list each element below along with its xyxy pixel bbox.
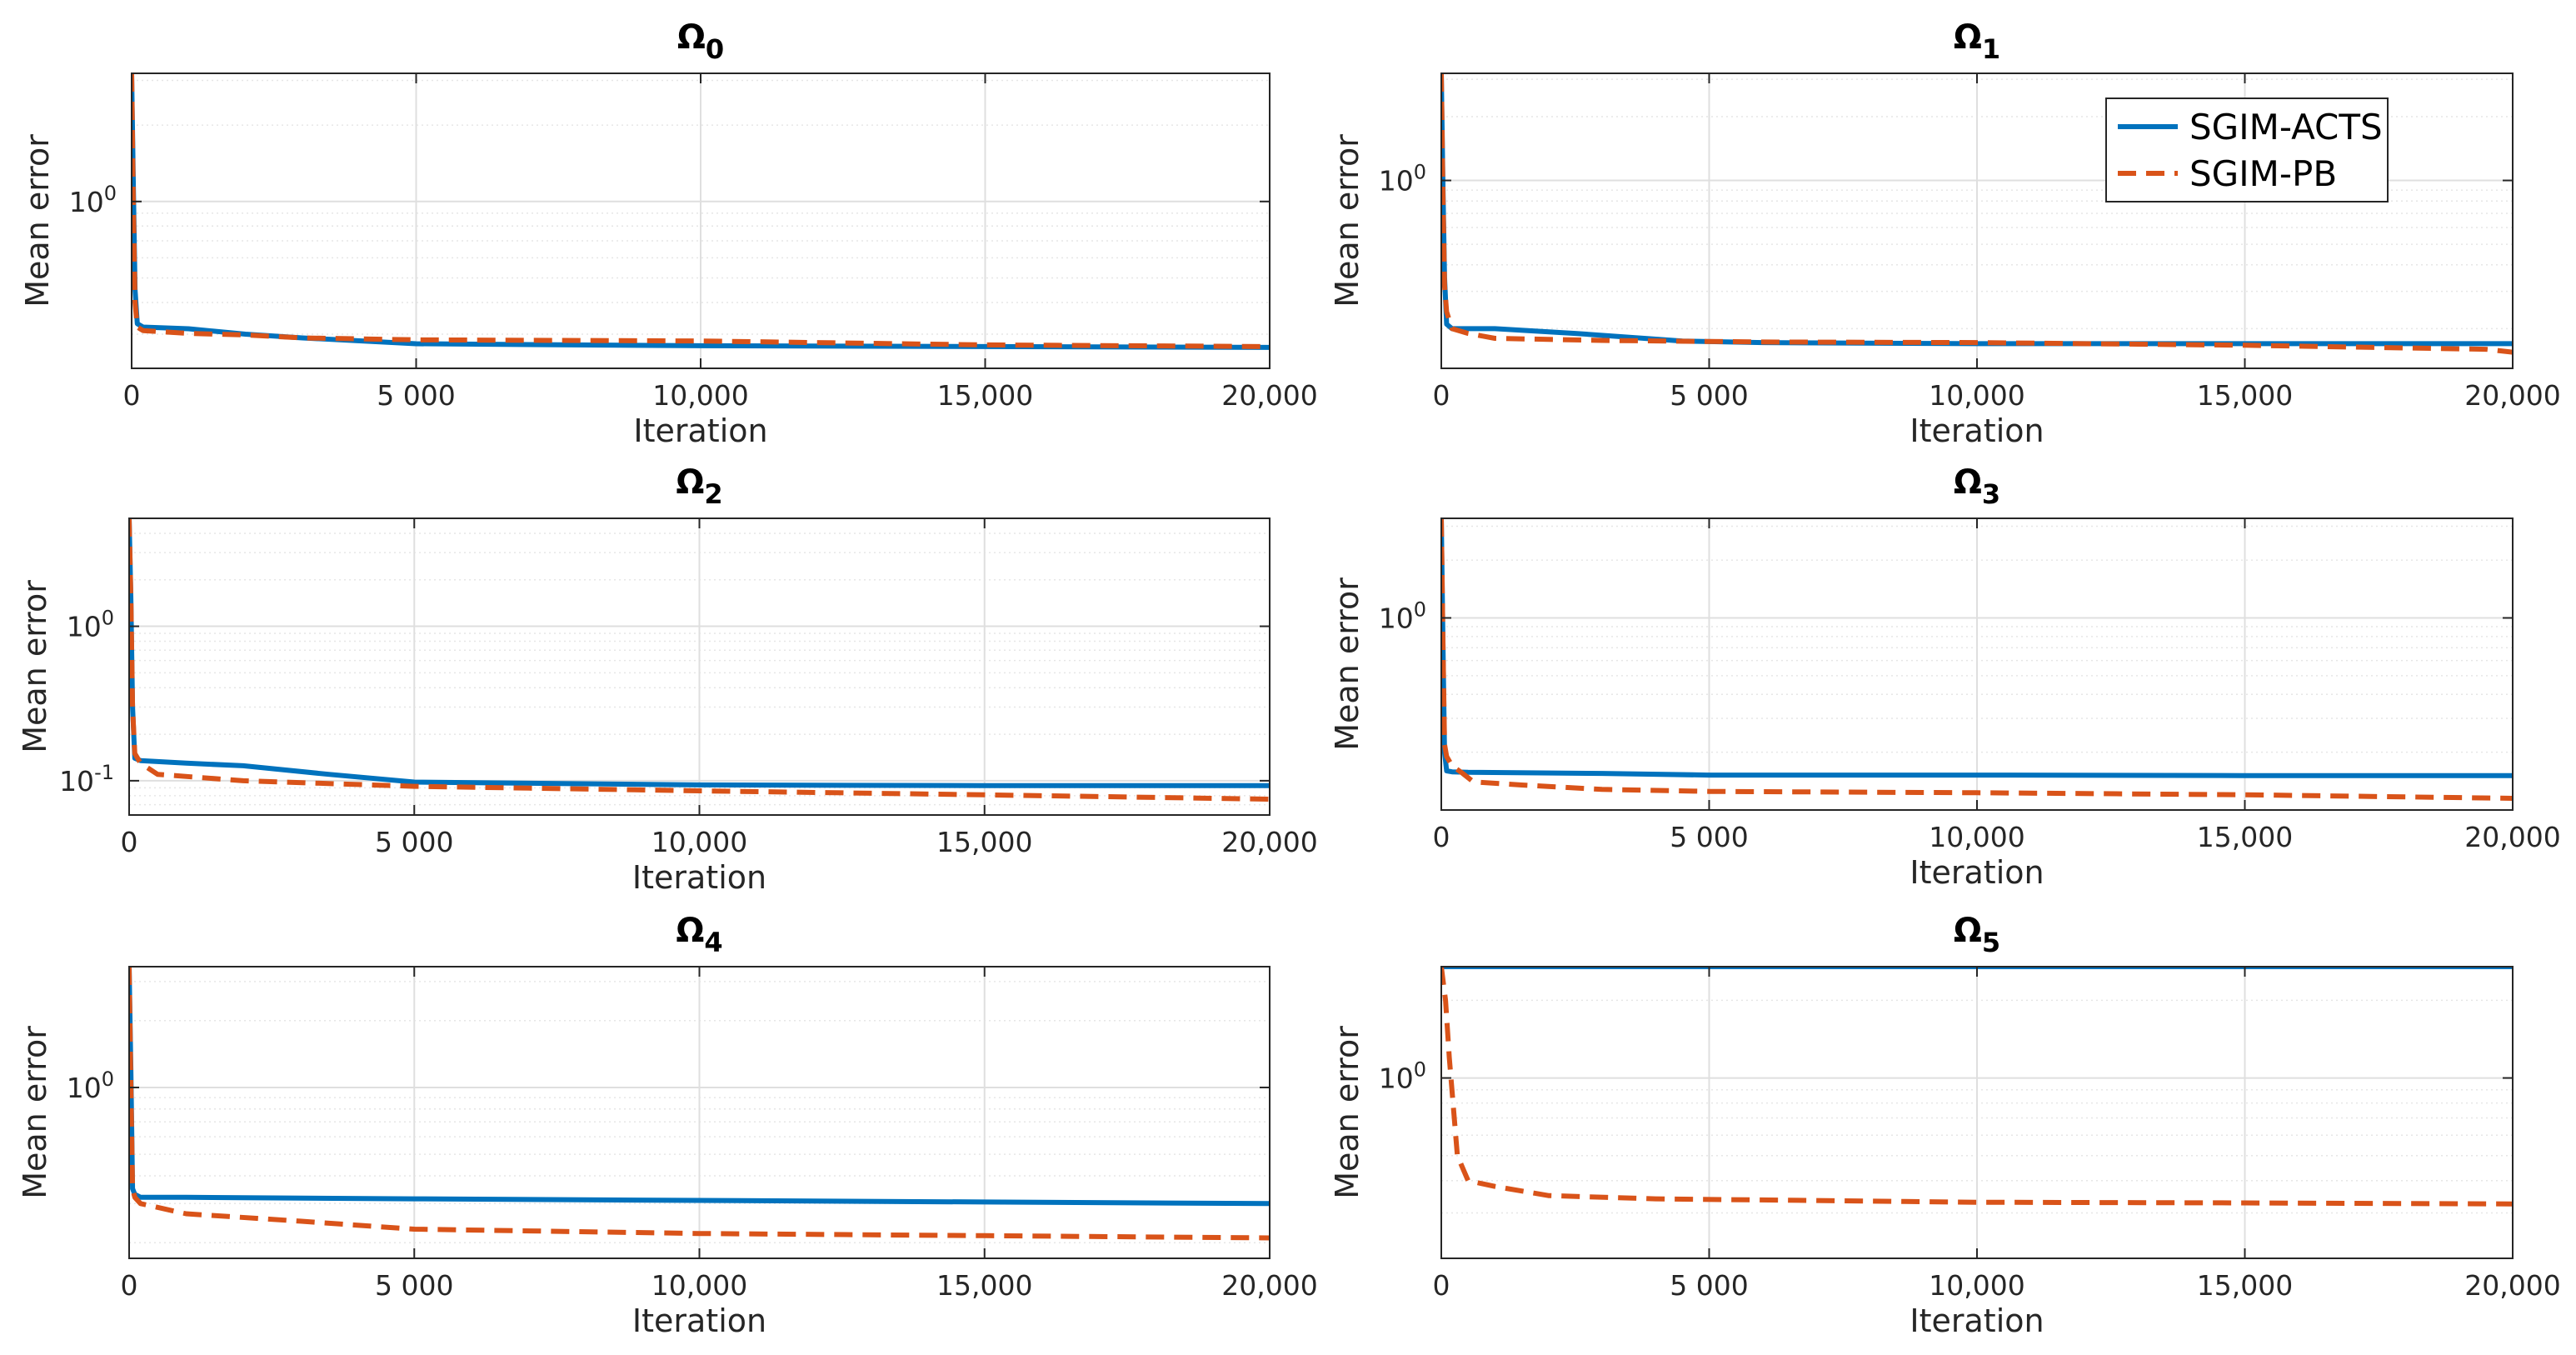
- series-line-sgim-pb: [132, 73, 1270, 349]
- x-tick-label: 15,000: [2197, 821, 2293, 853]
- legend-label-sgim-pb: SGIM-PB: [2189, 153, 2337, 194]
- series-line-sgim-pb: [1441, 967, 2513, 1207]
- x-tick-label: 5 000: [1670, 1269, 1748, 1302]
- panel-2: 0 5 000 10,000 15,000 20,000 100 10-1 Iteration…: [17, 463, 1318, 896]
- x-axis-label: Iteration: [632, 859, 766, 896]
- x-tick-label: 15,000: [2197, 379, 2293, 412]
- panel-4: 0 5 000 10,000 15,000 20,000 100 Iteration Mean…: [17, 912, 1318, 1339]
- y-tick-label: 100: [1379, 161, 1426, 198]
- y-axis-label: Mean error: [19, 134, 56, 308]
- x-tick-label: 10,000: [651, 1269, 747, 1302]
- x-axis-label: Iteration: [1910, 854, 2044, 891]
- x-tick-label: 10,000: [1929, 1269, 2024, 1302]
- panel-title: Ω5: [1954, 912, 2000, 958]
- x-tick-label: 0: [121, 1269, 138, 1302]
- legend-label-sgim-acts: SGIM-ACTS: [2189, 107, 2383, 148]
- x-axis-label: Iteration: [1910, 1302, 2044, 1339]
- x-tick-label: 5 000: [377, 379, 455, 412]
- panel-1: 0 5 000 10,000 15,000 20,000 100 Iteration Mean…: [1329, 18, 2561, 449]
- x-axis-label: Iteration: [632, 1302, 766, 1339]
- x-tick-label: 0: [1433, 821, 1450, 853]
- y-tick-label: 10-1: [59, 761, 114, 798]
- x-tick-label: 20,000: [2464, 1269, 2560, 1302]
- series-line-sgim-pb: [1441, 73, 2513, 355]
- panel-3: 0 5 000 10,000 15,000 20,000 100 Iteration Mean…: [1329, 463, 2561, 891]
- y-tick-label: 100: [67, 1068, 114, 1104]
- panel-title: Ω4: [676, 912, 722, 958]
- series-line-sgim-acts: [132, 73, 1270, 350]
- panel-0: 0 5 000 10,000 15,000 20,000 100 Iteration Mean…: [19, 18, 1318, 449]
- y-axis-label: Mean error: [17, 1026, 53, 1199]
- x-axis-label: Iteration: [1910, 412, 2044, 449]
- x-tick-label: 10,000: [652, 379, 748, 412]
- x-axis-label: Iteration: [633, 412, 767, 449]
- panel-5: 0 5 000 10,000 15,000 20,000 100 Iteration Mean…: [1329, 912, 2561, 1339]
- x-tick-label: 20,000: [1221, 826, 1317, 858]
- x-tick-label: 15,000: [2197, 1269, 2293, 1302]
- x-tick-label: 0: [1433, 1269, 1450, 1302]
- x-tick-label: 5 000: [1670, 821, 1748, 853]
- y-tick-label: 100: [1379, 1058, 1426, 1095]
- series-line-sgim-acts: [129, 967, 1270, 1207]
- x-tick-label: 20,000: [2464, 379, 2560, 412]
- y-axis-label: Mean error: [17, 580, 53, 753]
- series-line-sgim-pb: [129, 518, 1270, 802]
- x-tick-label: 5 000: [1670, 379, 1748, 412]
- x-tick-label: 20,000: [1221, 379, 1317, 412]
- x-tick-label: 20,000: [2464, 821, 2560, 853]
- series-line-sgim-pb: [129, 967, 1270, 1241]
- panel-title: Ω0: [677, 18, 724, 65]
- panel-title: Ω1: [1954, 18, 2000, 65]
- y-axis-label: Mean error: [1329, 134, 1365, 308]
- x-tick-label: 15,000: [937, 379, 1033, 412]
- x-tick-label: 5 000: [375, 826, 453, 858]
- panel-title: Ω2: [676, 463, 722, 510]
- x-tick-label: 0: [123, 379, 141, 412]
- x-tick-label: 15,000: [936, 826, 1032, 858]
- y-axis-label: Mean error: [1329, 578, 1365, 751]
- x-tick-label: 20,000: [1221, 1269, 1317, 1302]
- series-line-sgim-acts: [1441, 518, 2513, 778]
- x-tick-label: 10,000: [1929, 379, 2024, 412]
- x-tick-label: 15,000: [936, 1269, 1032, 1302]
- y-axis-label: Mean error: [1329, 1026, 1365, 1199]
- x-tick-label: 10,000: [1929, 821, 2024, 853]
- panel-title: Ω3: [1954, 463, 2000, 510]
- y-tick-label: 100: [1379, 598, 1426, 635]
- x-tick-label: 0: [121, 826, 138, 858]
- y-tick-label: 100: [69, 182, 117, 218]
- x-tick-label: 10,000: [651, 826, 747, 858]
- x-tick-label: 5 000: [375, 1269, 453, 1302]
- legend: SGIM-ACTS SGIM-PB: [2105, 98, 2389, 202]
- y-tick-label: 100: [67, 607, 114, 643]
- legend-box: [2105, 98, 2389, 202]
- x-tick-label: 0: [1433, 379, 1450, 412]
- series-line-sgim-pb: [1441, 518, 2513, 801]
